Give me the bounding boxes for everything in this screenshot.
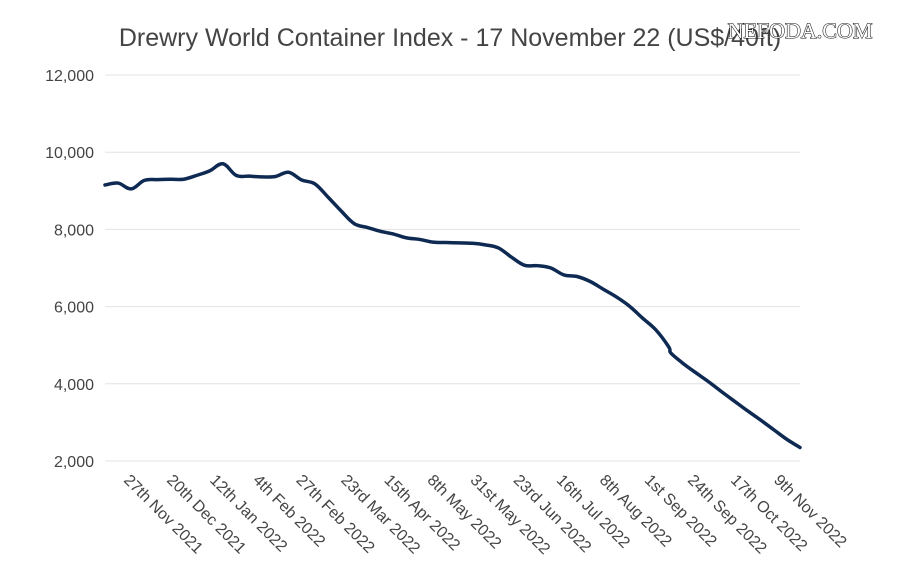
y-tick-label: 10,000 bbox=[45, 145, 94, 162]
x-tick-label: 23rd Jun 2022 bbox=[510, 472, 594, 556]
x-tick-label: 12th Jan 2022 bbox=[206, 472, 290, 556]
y-tick-label: 8,000 bbox=[54, 222, 94, 239]
series-line bbox=[103, 162, 802, 450]
y-axis-ticks: 2,000 4,000 6,000 8,000 10,000 12,000 bbox=[45, 68, 94, 471]
y-tick-label: 4,000 bbox=[54, 377, 94, 394]
y-tick-label: 12,000 bbox=[45, 68, 94, 85]
series-layer bbox=[103, 162, 802, 450]
x-tick-label: 15th Apr 2022 bbox=[381, 472, 464, 555]
x-tick-label: 9th Nov 2022 bbox=[770, 472, 849, 551]
x-tick-label: 27th Nov 2021 bbox=[120, 472, 206, 558]
watermark-text: NEFODA.COM bbox=[728, 18, 873, 43]
y-tick-label: 2,000 bbox=[54, 454, 94, 471]
chart-title: Drewry World Container Index - 17 Novemb… bbox=[119, 24, 781, 52]
gridlines bbox=[105, 74, 800, 462]
y-tick-label: 6,000 bbox=[54, 300, 94, 317]
x-tick-label: 23rd Mar 2022 bbox=[337, 472, 423, 558]
x-tick-label: 17th Oct 2022 bbox=[727, 472, 810, 555]
